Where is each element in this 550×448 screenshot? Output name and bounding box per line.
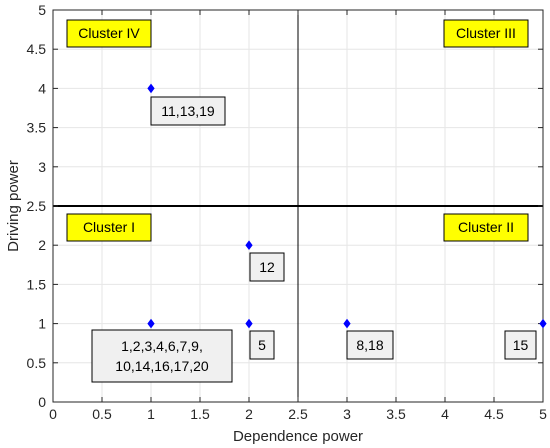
cluster-label-box [66, 19, 152, 48]
annotation-rect [504, 330, 537, 360]
cluster-label-top-left: Cluster IV [66, 19, 152, 48]
data-point [245, 240, 253, 251]
y-tick-label: 4.5 [27, 41, 47, 57]
annotation-box: 11,13,19 [150, 96, 226, 126]
data-point [343, 318, 351, 329]
y-tick-label: 1 [38, 316, 46, 332]
data-point [539, 318, 547, 329]
annotation-box: 12 [249, 252, 285, 282]
x-tick-label: 4 [441, 406, 449, 422]
x-tick-label: 3 [343, 406, 351, 422]
cluster-label-bottom-left: Cluster I [66, 213, 152, 242]
annotation-rect [346, 330, 394, 360]
x-tick-label: 2 [245, 406, 253, 422]
data-points [147, 83, 547, 329]
y-tick-label: 4 [38, 80, 46, 96]
data-point [147, 83, 155, 94]
x-tick-label: 1.5 [190, 406, 210, 422]
annotation-text: 15 [513, 337, 529, 353]
cluster-label-box [66, 213, 152, 242]
y-tick-label: 3 [38, 159, 46, 175]
y-tick-label: 2 [38, 237, 46, 253]
x-tick-label: 3.5 [386, 406, 406, 422]
cluster-label-box [443, 213, 529, 242]
y-tick-label: 3.5 [27, 120, 47, 136]
cluster-label-text: Cluster III [456, 25, 516, 41]
axis-ticks: 0 0.5 1 1.5 2 2.5 3 3.5 4 4.5 5 0 0.5 1 1.5 2 2.5 3 3.5 4 4.… [27, 2, 548, 422]
annotation-text: 8,18 [356, 337, 383, 353]
x-axis-label: Dependence power [233, 428, 363, 445]
point-annotations: 11,13,19 12 1,2,3,4,6,7,9, 10,14,16,17,20 5 8… [91, 96, 537, 383]
annotation-box: 1,2,3,4,6,7,9, 10,14,16,17,20 [91, 329, 233, 383]
annotation-rect [91, 329, 233, 383]
annotation-text: 11,13,19 [161, 103, 215, 119]
y-tick-label: 0 [38, 394, 46, 410]
cluster-label-text: Cluster IV [78, 25, 140, 41]
x-tick-label: 4.5 [484, 406, 504, 422]
cluster-labels: Cluster IV Cluster III Cluster I Cluster II [66, 19, 529, 242]
annotation-text: 12 [259, 259, 275, 275]
annotation-box: 5 [249, 330, 275, 360]
y-tick-label: 2.5 [27, 198, 47, 214]
y-tick-label: 5 [38, 2, 46, 18]
cluster-label-top-right: Cluster III [443, 19, 529, 48]
y-tick-label: 1.5 [27, 276, 47, 292]
data-point [147, 318, 155, 329]
data-point [245, 318, 253, 329]
y-tick-label: 0.5 [27, 355, 47, 371]
annotation-rect [249, 330, 275, 360]
cluster-label-text: Cluster II [458, 219, 514, 235]
annotation-box: 8,18 [346, 330, 394, 360]
annotation-text: 10,14,16,17,20 [115, 358, 209, 374]
annotation-text: 1,2,3,4,6,7,9, [121, 338, 203, 354]
y-axis-label: Driving power [5, 160, 22, 252]
x-tick-label: 2.5 [288, 406, 308, 422]
annotation-rect [150, 96, 226, 126]
x-tick-label: 5 [539, 406, 547, 422]
x-tick-label: 0 [49, 406, 57, 422]
quadrant-dividers [53, 10, 543, 402]
cluster-label-bottom-right: Cluster II [443, 213, 529, 242]
cluster-label-text: Cluster I [83, 219, 135, 235]
annotation-text: 5 [258, 337, 266, 353]
x-tick-label: 0.5 [92, 406, 112, 422]
annotation-box: 15 [504, 330, 537, 360]
annotation-rect [249, 252, 285, 282]
cluster-label-box [443, 19, 529, 48]
x-tick-label: 1 [147, 406, 155, 422]
